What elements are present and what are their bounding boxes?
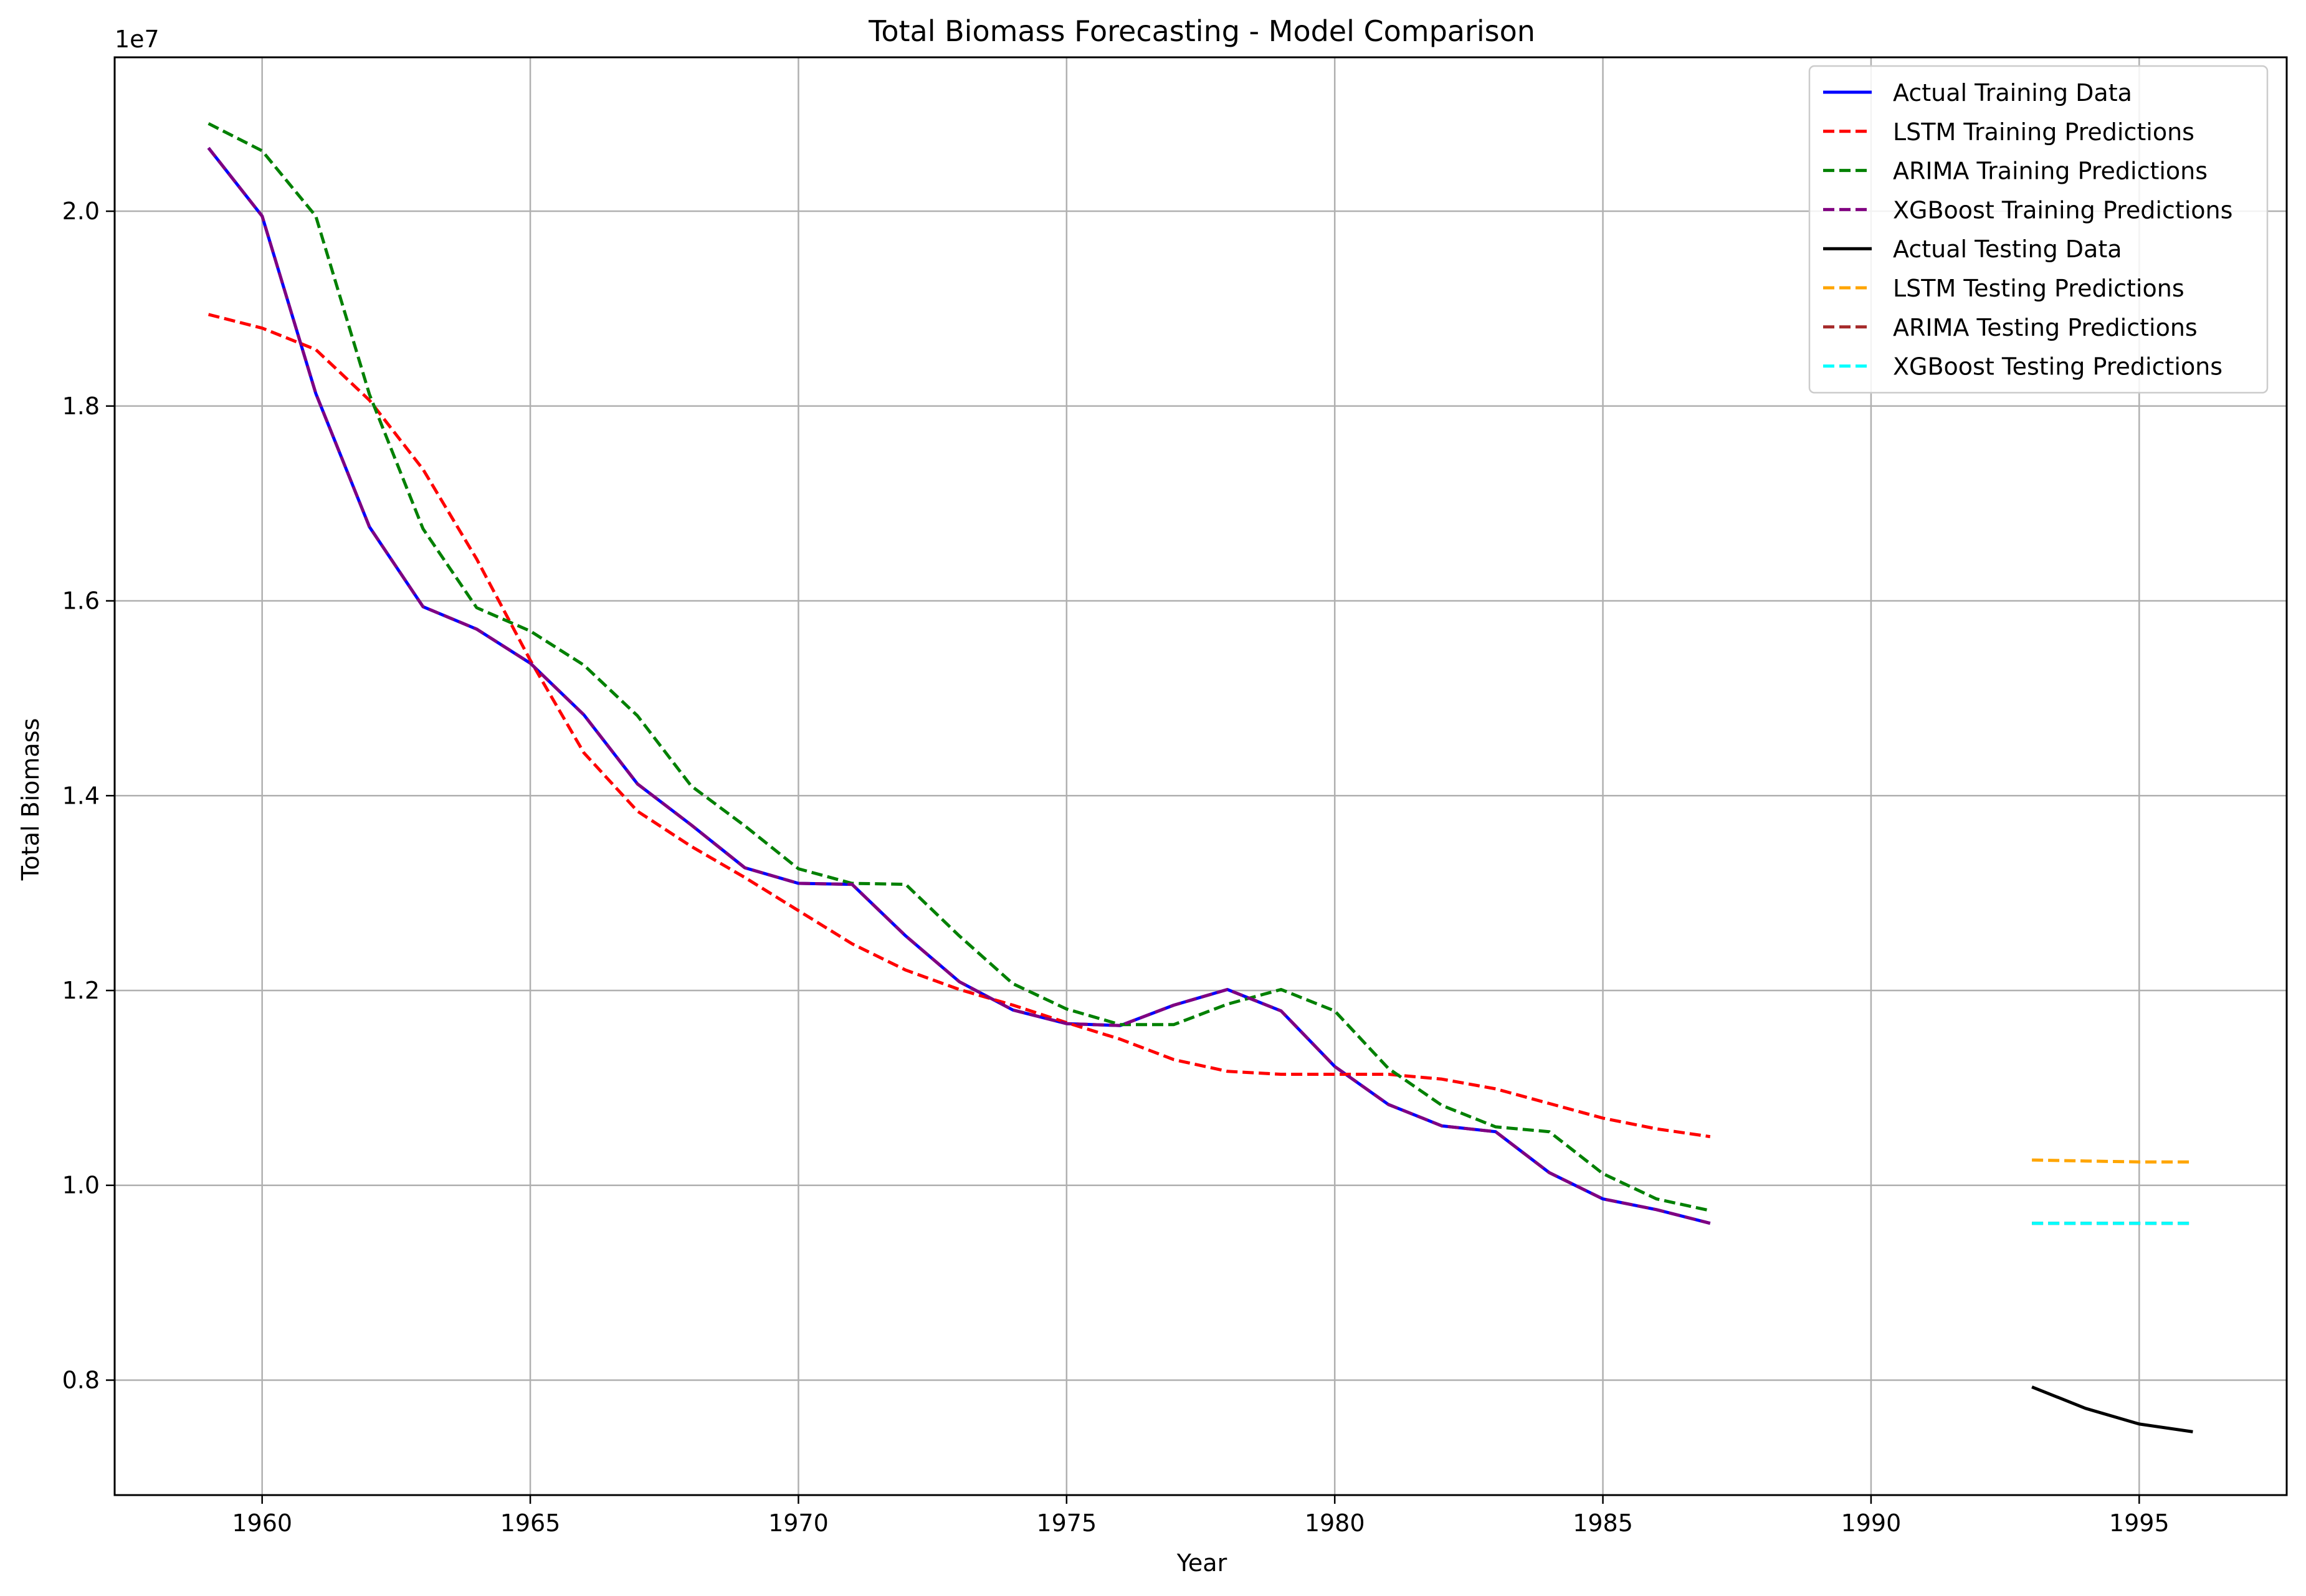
- legend-label: XGBoost Testing Predictions: [1893, 353, 2223, 381]
- series-line-lstm-testing-predictions: [2032, 1158, 2193, 1164]
- x-tick-label: 1980: [1305, 1509, 1365, 1537]
- y-tick-label: 1.4: [62, 782, 100, 809]
- series-layer: [207, 122, 2193, 1433]
- x-axis-label: Year: [1176, 1549, 1227, 1577]
- series-line-xgboost-training-predictions: [207, 146, 1711, 1225]
- legend-label: Actual Testing Data: [1893, 235, 2122, 263]
- x-tick-label: 1960: [232, 1509, 292, 1537]
- x-tick-label: 1990: [1841, 1509, 1902, 1537]
- y-tick-label: 2.0: [62, 197, 100, 225]
- series-line-actual-testing-data: [2031, 1385, 2193, 1433]
- y-tick-label: 1.6: [62, 587, 100, 615]
- y-tick-label: 1.8: [62, 392, 100, 420]
- y-axis-label: Total Biomass: [17, 718, 44, 881]
- legend: Actual Training Data LSTM Training Predic…: [1808, 65, 2269, 394]
- y-tick-label: 0.8: [62, 1366, 100, 1394]
- x-tick-label: 1970: [768, 1509, 829, 1537]
- legend-label: LSTM Training Predictions: [1893, 118, 2194, 146]
- x-tick-label: 1995: [2109, 1509, 2170, 1537]
- legend-box: [1808, 65, 2269, 394]
- legend-label: ARIMA Testing Predictions: [1893, 314, 2198, 341]
- series-line-arima-training-predictions: [207, 122, 1711, 1212]
- x-tick-label: 1975: [1036, 1509, 1097, 1537]
- x-tick-label: 1985: [1573, 1509, 1633, 1537]
- y-tick-label: 1.2: [62, 977, 100, 1004]
- legend-label: Actual Training Data: [1893, 79, 2132, 107]
- plot-frame: [113, 56, 2288, 1496]
- x-axis: 1960 1965 1970 1975 1980 1985 1990 1995: [232, 1495, 2170, 1537]
- y-tick-label: 1.0: [62, 1172, 100, 1199]
- series-line-lstm-training-predictions: [207, 313, 1711, 1139]
- y-axis: 0.8 1.0 1.2 1.4 1.6 1.8 2.0: [62, 197, 115, 1394]
- x-tick-label: 1965: [500, 1509, 561, 1537]
- legend-label: ARIMA Training Predictions: [1893, 158, 2208, 185]
- chart-title: Total Biomass Forecasting - Model Compar…: [868, 14, 1535, 48]
- legend-label: LSTM Testing Predictions: [1893, 275, 2185, 302]
- legend-label: XGBoost Training Predictions: [1893, 196, 2232, 224]
- y-scale-label: 1e7: [115, 26, 160, 53]
